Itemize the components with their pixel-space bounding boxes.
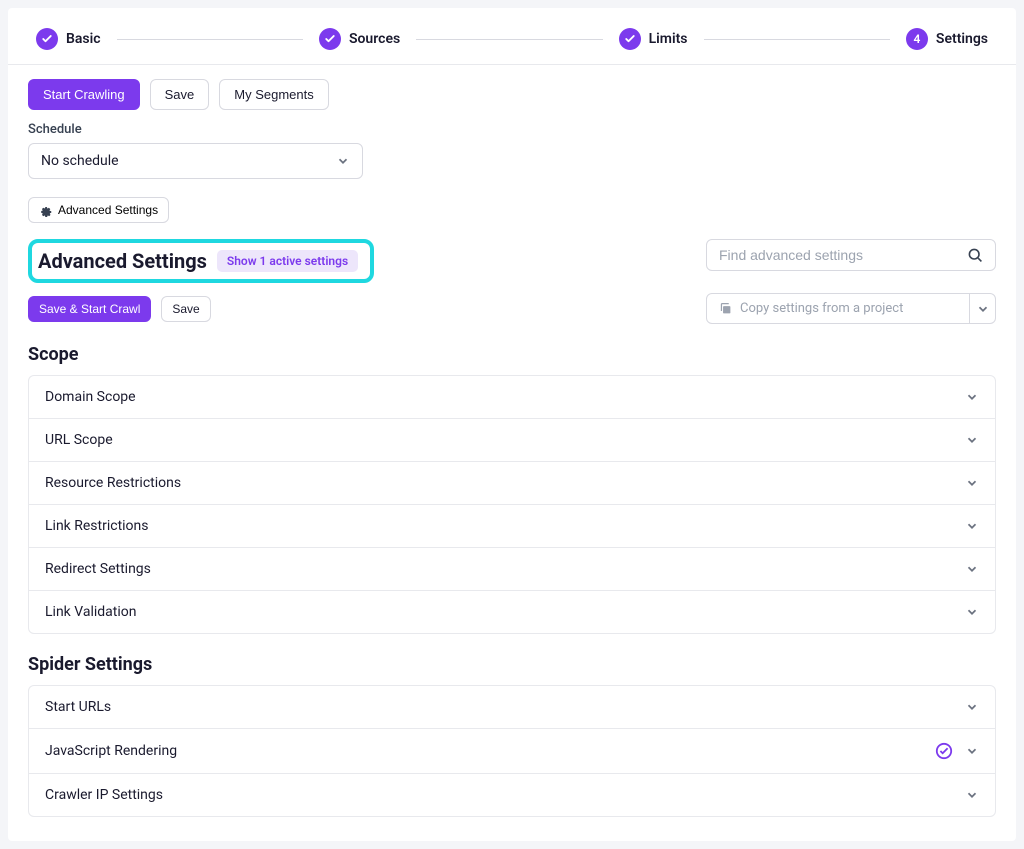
step-divider: [117, 39, 303, 40]
chevron-down-icon: [965, 605, 979, 619]
chevron-down-icon: [965, 390, 979, 404]
accordion-item-resource-restrictions[interactable]: Resource Restrictions: [29, 462, 995, 505]
accordion-item-start-urls[interactable]: Start URLs: [29, 686, 995, 729]
step-label: Sources: [349, 31, 400, 47]
save-button-2[interactable]: Save: [161, 296, 210, 322]
chevron-down-icon: [336, 154, 350, 168]
scope-title: Scope: [28, 344, 996, 365]
accordion-item-crawler-ip[interactable]: Crawler IP Settings: [29, 774, 995, 816]
copy-settings-select[interactable]: Copy settings from a project: [706, 293, 996, 324]
accordion-label: Link Restrictions: [45, 518, 149, 534]
step-number-icon: 4: [906, 28, 928, 50]
accordion-label: URL Scope: [45, 432, 113, 448]
step-divider: [704, 39, 890, 40]
chevron-down-icon: [965, 700, 979, 714]
save-button[interactable]: Save: [150, 79, 210, 110]
chevron-down-icon: [965, 476, 979, 490]
check-icon: [36, 28, 58, 50]
check-icon: [319, 28, 341, 50]
my-segments-button[interactable]: My Segments: [219, 79, 328, 110]
advanced-toggle-row: Advanced Settings: [8, 183, 1016, 233]
step-basic[interactable]: Basic: [36, 28, 101, 50]
spider-title: Spider Settings: [28, 654, 996, 675]
copy-settings-main[interactable]: Copy settings from a project: [707, 294, 969, 323]
advanced-toggle-label: Advanced Settings: [58, 203, 158, 217]
scope-accordion: Domain Scope URL Scope Resource Restrict…: [28, 375, 996, 634]
start-crawling-button[interactable]: Start Crawling: [28, 79, 140, 110]
copy-icon: [719, 302, 732, 315]
accordion-item-url-scope[interactable]: URL Scope: [29, 419, 995, 462]
step-label: Limits: [649, 31, 688, 47]
active-settings-badge[interactable]: Show 1 active settings: [217, 250, 358, 272]
search-input[interactable]: [719, 247, 967, 263]
schedule-value: No schedule: [41, 153, 119, 169]
check-circle-icon: [935, 742, 953, 760]
step-sources[interactable]: Sources: [319, 28, 400, 50]
gear-icon: [39, 204, 52, 217]
main-toolbar: Start Crawling Save My Segments: [8, 65, 1016, 112]
accordion-label: Domain Scope: [45, 389, 136, 405]
advanced-heading-row: Advanced Settings Show 1 active settings: [8, 233, 1016, 283]
accordion-item-link-restrictions[interactable]: Link Restrictions: [29, 505, 995, 548]
accordion-label: Redirect Settings: [45, 561, 151, 577]
accordion-label: Resource Restrictions: [45, 475, 181, 491]
accordion-label: Link Validation: [45, 604, 136, 620]
accordion-label: Crawler IP Settings: [45, 787, 163, 803]
settings-page: Basic Sources Limits 4 Settings Start Cr…: [8, 8, 1016, 841]
scope-section: Scope Domain Scope URL Scope Resource Re…: [8, 328, 1016, 638]
check-icon: [619, 28, 641, 50]
chevron-down-icon: [965, 433, 979, 447]
spider-accordion: Start URLs JavaScript Rendering Crawler …: [28, 685, 996, 817]
chevron-down-icon: [965, 519, 979, 533]
accordion-label: JavaScript Rendering: [45, 743, 177, 759]
accordion-item-js-rendering[interactable]: JavaScript Rendering: [29, 729, 995, 774]
search-container: [706, 239, 996, 271]
chevron-down-icon: [965, 562, 979, 576]
accordion-item-redirect-settings[interactable]: Redirect Settings: [29, 548, 995, 591]
step-divider: [416, 39, 602, 40]
advanced-heading-highlight: Advanced Settings Show 1 active settings: [28, 239, 374, 283]
accordion-item-domain-scope[interactable]: Domain Scope: [29, 376, 995, 419]
step-limits[interactable]: Limits: [619, 28, 688, 50]
save-start-crawl-button[interactable]: Save & Start Crawl: [28, 296, 151, 322]
copy-settings-placeholder: Copy settings from a project: [740, 301, 903, 316]
spider-section: Spider Settings Start URLs JavaScript Re…: [8, 638, 1016, 821]
accordion-label: Start URLs: [45, 699, 111, 715]
copy-settings-chevron[interactable]: [969, 294, 995, 323]
chevron-down-icon: [965, 744, 979, 758]
accordion-item-link-validation[interactable]: Link Validation: [29, 591, 995, 633]
chevron-down-icon: [976, 302, 990, 316]
advanced-settings-toggle[interactable]: Advanced Settings: [28, 197, 169, 223]
search-icon: [967, 247, 983, 263]
search-field[interactable]: [706, 239, 996, 271]
stepper: Basic Sources Limits 4 Settings: [8, 8, 1016, 65]
schedule-field: Schedule No schedule: [8, 112, 1016, 183]
chevron-down-icon: [965, 788, 979, 802]
step-label: Basic: [66, 31, 101, 47]
secondary-toolbar: Save & Start Crawl Save Copy settings fr…: [8, 283, 1016, 328]
advanced-heading-title: Advanced Settings: [38, 249, 207, 273]
schedule-select[interactable]: No schedule: [28, 143, 363, 179]
schedule-label: Schedule: [28, 122, 996, 137]
step-label: Settings: [936, 31, 988, 47]
step-settings[interactable]: 4 Settings: [906, 28, 988, 50]
